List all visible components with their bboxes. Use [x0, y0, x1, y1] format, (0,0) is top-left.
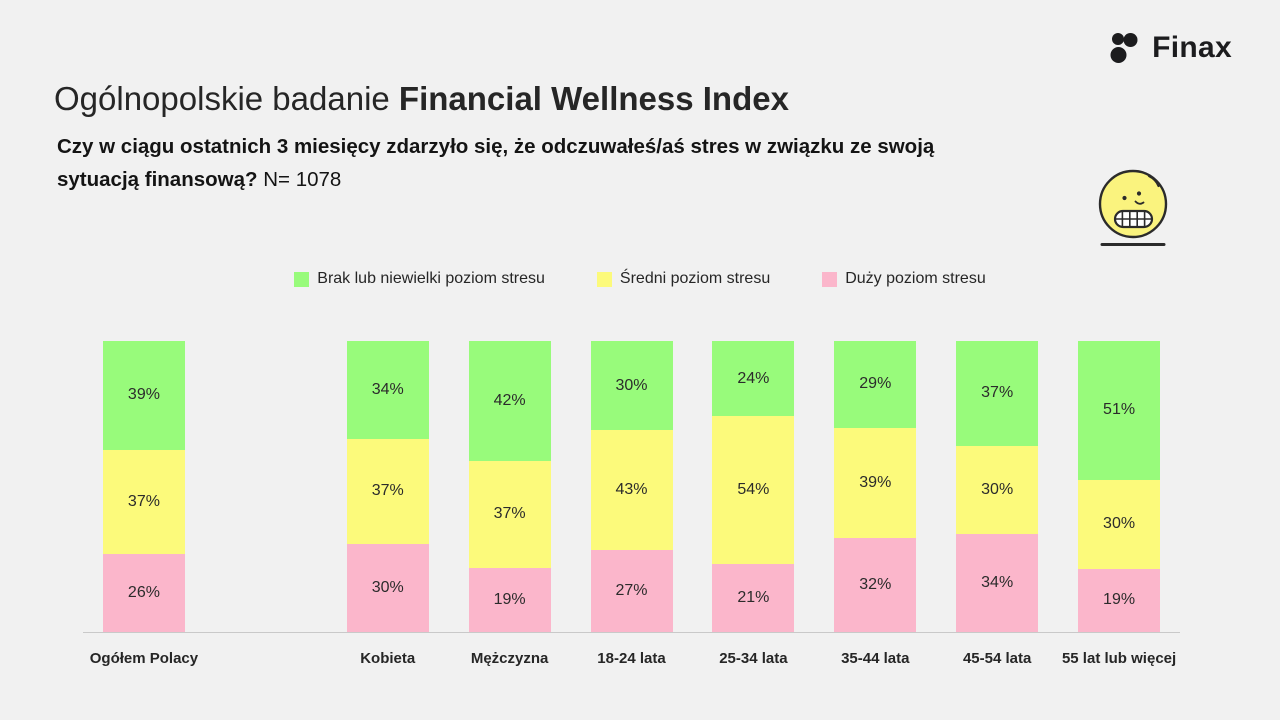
stacked-bar: 30% 43% 27%: [590, 341, 673, 632]
column-spacer: [205, 341, 327, 632]
category-label: Mężczyzna: [470, 650, 549, 667]
category-label: 35-44 lata: [841, 650, 910, 667]
data-label: 51%: [1103, 401, 1136, 419]
stacked-bar: 24% 54% 21%: [712, 341, 795, 632]
data-label: 42%: [493, 391, 526, 409]
category-label: Ogółem Polacy: [89, 650, 199, 667]
bar-segment: 26%: [102, 553, 185, 632]
bar-segment: 43%: [590, 430, 673, 550]
legend-swatch-green: [294, 271, 310, 287]
data-label: 30%: [1103, 515, 1136, 533]
data-label: 19%: [1103, 591, 1136, 609]
stacked-bar: 37% 30% 34%: [956, 341, 1039, 632]
data-label: 21%: [737, 588, 770, 606]
bar-segment: 37%: [468, 460, 551, 569]
bar-segment: 27%: [590, 550, 673, 632]
bar-segment: 37%: [102, 449, 185, 554]
category-label: 55 lat lub więcej: [1061, 650, 1177, 667]
page-title: Ogólnopolskie badanie Financial Wellness…: [54, 80, 789, 118]
bar-segment: 34%: [956, 534, 1039, 632]
title-bold-part: Financial Wellness Index: [398, 80, 789, 117]
legend-item-low-stress: Brak lub niewielki poziom stresu: [294, 270, 545, 288]
question-line-2: sytuacją finansową?: [57, 168, 258, 192]
finax-logo: Finax: [1108, 31, 1232, 65]
data-label: 43%: [615, 481, 648, 499]
brand-name: Finax: [1152, 31, 1232, 64]
bar-segment: 19%: [468, 568, 551, 633]
bar-segment: 29%: [834, 341, 917, 428]
bar-segment: 39%: [102, 341, 185, 450]
bar-segment: 37%: [346, 438, 429, 544]
category-label: 18-24 lata: [597, 650, 666, 667]
data-label: 37%: [127, 492, 160, 510]
chart-column: 34% 37% 30% Kobieta: [327, 341, 449, 667]
bar-segment: 30%: [346, 543, 429, 632]
bar-segment: 32%: [834, 538, 917, 633]
stacked-bar: 51% 30% 19%: [1078, 341, 1161, 632]
data-label: 39%: [127, 386, 160, 404]
grimacing-face-emoji-icon: [1094, 166, 1174, 255]
bar-segment: 30%: [956, 445, 1039, 535]
chart-column: 30% 43% 27% 18-24 lata: [571, 341, 693, 667]
stacked-bar: 29% 39% 32%: [834, 341, 917, 633]
bar-segment: 30%: [1078, 479, 1161, 569]
bar-segment: 30%: [590, 341, 673, 431]
x-axis-line: [83, 632, 1180, 633]
category-label: 45-54 lata: [962, 650, 1032, 667]
data-label: 26%: [127, 583, 160, 601]
category-label: Kobieta: [360, 650, 416, 667]
legend-item-high-stress: Duży poziom stresu: [822, 270, 986, 288]
data-label: 30%: [981, 481, 1014, 499]
data-label: 30%: [615, 376, 648, 394]
chart-column: 29% 39% 32% 35-44 lata: [814, 341, 936, 667]
chart-column: 24% 54% 21% 25-34 lata: [692, 341, 814, 667]
data-label: 37%: [371, 482, 404, 500]
bar-segment: 19%: [1078, 568, 1161, 632]
data-label: 37%: [493, 505, 526, 523]
finax-dots-icon: [1110, 33, 1138, 63]
sample-size: N= 1078: [263, 168, 342, 192]
chart-column: 39% 37% 26% Ogółem Polacy: [83, 341, 205, 667]
title-regular-part: Ogólnopolskie badanie: [54, 80, 399, 117]
stacked-bar: 39% 37% 26%: [102, 341, 185, 632]
data-label: 32%: [859, 576, 892, 594]
bar-segment: 34%: [346, 341, 429, 439]
legend-swatch-pink: [822, 271, 838, 287]
chart-columns: 39% 37% 26% Ogółem Polacy 34% 37% 30% Kobieta 42…: [83, 341, 1180, 667]
bar-segment: 54%: [712, 416, 795, 564]
chart-column: 37% 30% 34% 45-54 lata: [936, 341, 1058, 667]
chart-legend: Brak lub niewielki poziom stresu Średni …: [0, 270, 1280, 288]
bar-segment: 21%: [712, 563, 795, 632]
stacked-bar: 34% 37% 30%: [346, 341, 429, 632]
legend-label: Średni poziom stresu: [619, 270, 771, 287]
data-label: 27%: [615, 581, 648, 599]
data-label: 29%: [859, 375, 892, 393]
bar-segment: 39%: [834, 427, 917, 539]
legend-label: Brak lub niewielki poziom stresu: [317, 270, 545, 287]
bar-segment: 42%: [468, 341, 551, 461]
data-label: 24%: [737, 369, 770, 387]
data-label: 19%: [493, 591, 526, 609]
survey-question: Czy w ciągu ostatnich 3 miesięcy zdarzył…: [57, 130, 934, 196]
category-label: 25-34 lata: [719, 650, 788, 667]
stacked-bar: 42% 37% 19%: [468, 341, 551, 633]
data-label: 30%: [371, 578, 404, 596]
data-label: 37%: [981, 384, 1014, 402]
chart-column: 51% 30% 19% 55 lat lub więcej: [1058, 341, 1180, 667]
question-line-1: Czy w ciągu ostatnich 3 miesięcy zdarzył…: [57, 135, 935, 158]
legend-label: Duży poziom stresu: [845, 270, 986, 287]
chart-column: 42% 37% 19% Mężczyzna: [449, 341, 571, 667]
data-label: 34%: [371, 380, 404, 398]
bar-segment: 37%: [956, 341, 1039, 446]
bar-segment: 24%: [712, 341, 795, 417]
legend-item-medium-stress: Średni poziom stresu: [596, 270, 771, 288]
data-label: 39%: [859, 473, 892, 491]
legend-swatch-yellow: [596, 271, 612, 287]
data-label: 54%: [737, 481, 770, 499]
data-label: 34%: [981, 574, 1014, 592]
bar-segment: 51%: [1078, 341, 1161, 480]
